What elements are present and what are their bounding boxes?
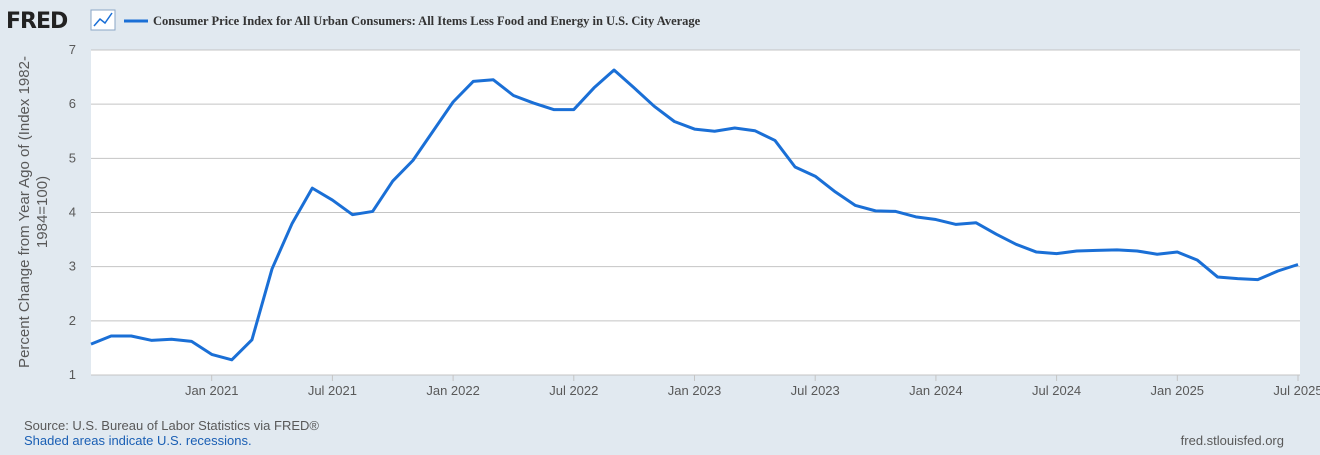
logo[interactable]: FRED (6, 9, 69, 34)
x-tick-label: Jul 2022 (549, 383, 598, 398)
y-tick-label: 7 (69, 42, 76, 57)
x-tick-label: Jan 2023 (668, 383, 722, 398)
recession-note: Shaded areas indicate U.S. recessions. (24, 433, 252, 448)
x-tick-label: Jul 2025 (1273, 383, 1320, 398)
y-axis-label: 1984=100) (34, 176, 51, 248)
x-tick-label: Jan 2021 (185, 383, 239, 398)
x-tick-label: Jul 2024 (1032, 383, 1081, 398)
x-tick-label: Jan 2024 (909, 383, 963, 398)
source: Source: U.S. Bureau of Labor Statistics … (24, 418, 319, 433)
x-tick-label: Jan 2022 (426, 383, 480, 398)
x-tick-label: Jan 2025 (1151, 383, 1205, 398)
y-axis-label: Percent Change from Year Ago of (Index 1… (16, 56, 33, 368)
x-tick-label: Jul 2023 (791, 383, 840, 398)
chart-title: Consumer Price Index for All Urban Consu… (153, 14, 701, 28)
y-tick-label: 1 (69, 367, 76, 382)
y-tick-label: 5 (69, 150, 76, 165)
x-tick-label: Jul 2021 (308, 383, 357, 398)
y-tick-label: 2 (69, 313, 76, 328)
logo-icon (90, 9, 116, 31)
y-tick-label: 6 (69, 96, 76, 111)
y-tick-label: 4 (69, 205, 76, 220)
y-tick-label: 3 (69, 259, 76, 274)
data-line (90, 68, 1299, 362)
site-link[interactable]: fred.stlouisfed.org (1181, 433, 1284, 448)
